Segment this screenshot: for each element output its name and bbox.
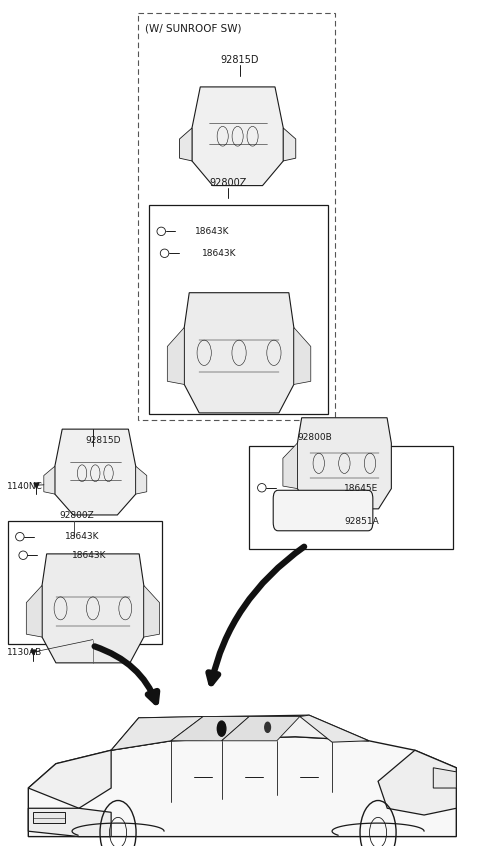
Text: 92800Z: 92800Z <box>60 510 95 520</box>
Polygon shape <box>171 717 249 741</box>
Polygon shape <box>378 751 456 815</box>
Polygon shape <box>42 554 144 663</box>
Polygon shape <box>33 812 65 824</box>
Polygon shape <box>294 328 311 385</box>
Polygon shape <box>28 737 456 836</box>
Bar <box>138 13 335 420</box>
Circle shape <box>265 722 270 733</box>
Polygon shape <box>184 293 294 413</box>
Text: 1140NC: 1140NC <box>7 482 42 491</box>
Circle shape <box>217 721 226 736</box>
Polygon shape <box>55 429 136 515</box>
Text: 18643K: 18643K <box>195 228 229 236</box>
Text: 18645E: 18645E <box>344 484 379 492</box>
Polygon shape <box>144 586 159 637</box>
FancyBboxPatch shape <box>273 490 373 531</box>
Polygon shape <box>300 715 369 742</box>
Polygon shape <box>44 466 55 494</box>
Text: 18643K: 18643K <box>72 551 106 560</box>
Polygon shape <box>136 466 147 494</box>
Polygon shape <box>111 717 203 751</box>
Text: 92800Z: 92800Z <box>209 178 247 188</box>
Text: 92815D: 92815D <box>221 55 259 65</box>
Polygon shape <box>222 717 300 741</box>
Polygon shape <box>283 443 298 489</box>
Polygon shape <box>28 751 111 808</box>
Polygon shape <box>283 128 296 161</box>
Polygon shape <box>111 715 369 751</box>
Polygon shape <box>192 87 283 186</box>
Text: (W/ SUNROOF SW): (W/ SUNROOF SW) <box>145 24 241 34</box>
Bar <box>149 205 328 414</box>
Text: 92815D: 92815D <box>86 436 121 446</box>
Bar <box>250 446 454 549</box>
Polygon shape <box>28 808 111 836</box>
Polygon shape <box>433 767 456 788</box>
Bar <box>8 520 162 644</box>
Polygon shape <box>168 328 184 385</box>
Text: 18643K: 18643K <box>202 249 237 258</box>
Polygon shape <box>26 586 42 637</box>
Text: 1130AB: 1130AB <box>7 648 42 657</box>
Text: 92800B: 92800B <box>297 433 332 442</box>
Text: 18643K: 18643K <box>64 532 99 542</box>
Polygon shape <box>298 418 391 509</box>
Polygon shape <box>180 128 192 161</box>
Text: 92851A: 92851A <box>344 517 379 526</box>
